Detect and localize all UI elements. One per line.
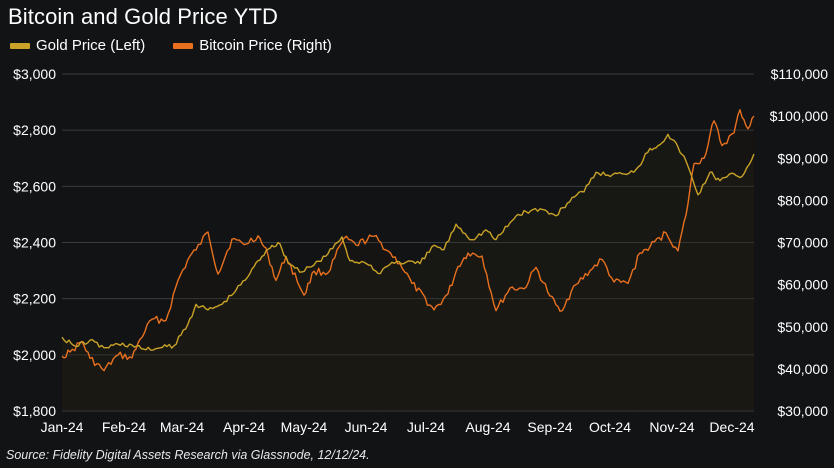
right-axis-tick-label: $80,000	[777, 192, 828, 208]
right-axis-tick-labels: $30,000 $40,000 $50,000 $60,000 $70,000 $80,0…	[770, 66, 829, 419]
left-axis-tick-label: $1,800	[13, 403, 56, 419]
right-axis-tick-label: $110,000	[771, 66, 829, 82]
right-axis-tick-label: $90,000	[777, 150, 828, 166]
x-axis-tick-label: Jul-24	[407, 419, 445, 435]
x-axis-tick-label: Oct-24	[589, 419, 631, 435]
left-axis-tick-label: $2,200	[13, 291, 56, 307]
right-axis-tick-label: $70,000	[777, 235, 828, 251]
x-axis-tick-label: Dec-24	[709, 419, 754, 435]
x-axis-tick-label: Jan-24	[41, 419, 84, 435]
series-area	[62, 134, 754, 411]
x-axis-tick-labels: Jan-24 Feb-24 Mar-24 Apr-24 May-24 Jun-24 Jul-…	[41, 419, 755, 435]
right-axis-tick-label: $50,000	[777, 319, 828, 335]
left-axis-tick-label: $3,000	[13, 66, 56, 82]
right-axis-tick-label: $100,000	[770, 108, 829, 124]
chart-source-note: Source: Fidelity Digital Assets Research…	[6, 448, 370, 462]
left-axis-tick-label: $2,000	[13, 347, 56, 363]
x-axis-tick-label: Aug-24	[465, 419, 510, 435]
left-axis-tick-label: $2,800	[13, 122, 56, 138]
right-axis-tick-label: $60,000	[777, 277, 828, 293]
x-axis-tick-label: Mar-24	[160, 419, 205, 435]
left-axis-tick-label: $2,600	[13, 178, 56, 194]
x-axis-tick-label: Nov-24	[649, 419, 694, 435]
x-axis-tick-label: May-24	[281, 419, 328, 435]
right-axis-tick-label: $30,000	[777, 403, 828, 419]
x-axis-tick-label: Feb-24	[102, 419, 147, 435]
left-axis-tick-label: $2,400	[13, 235, 56, 251]
x-axis-tick-label: Apr-24	[223, 419, 265, 435]
right-axis-tick-label: $40,000	[777, 361, 828, 377]
left-axis-tick-labels: $1,800 $2,000 $2,200 $2,400 $2,600 $2,800 $3,0…	[13, 66, 56, 419]
x-axis-tick-label: Sep-24	[527, 419, 572, 435]
x-axis-tick-label: Jun-24	[345, 419, 388, 435]
